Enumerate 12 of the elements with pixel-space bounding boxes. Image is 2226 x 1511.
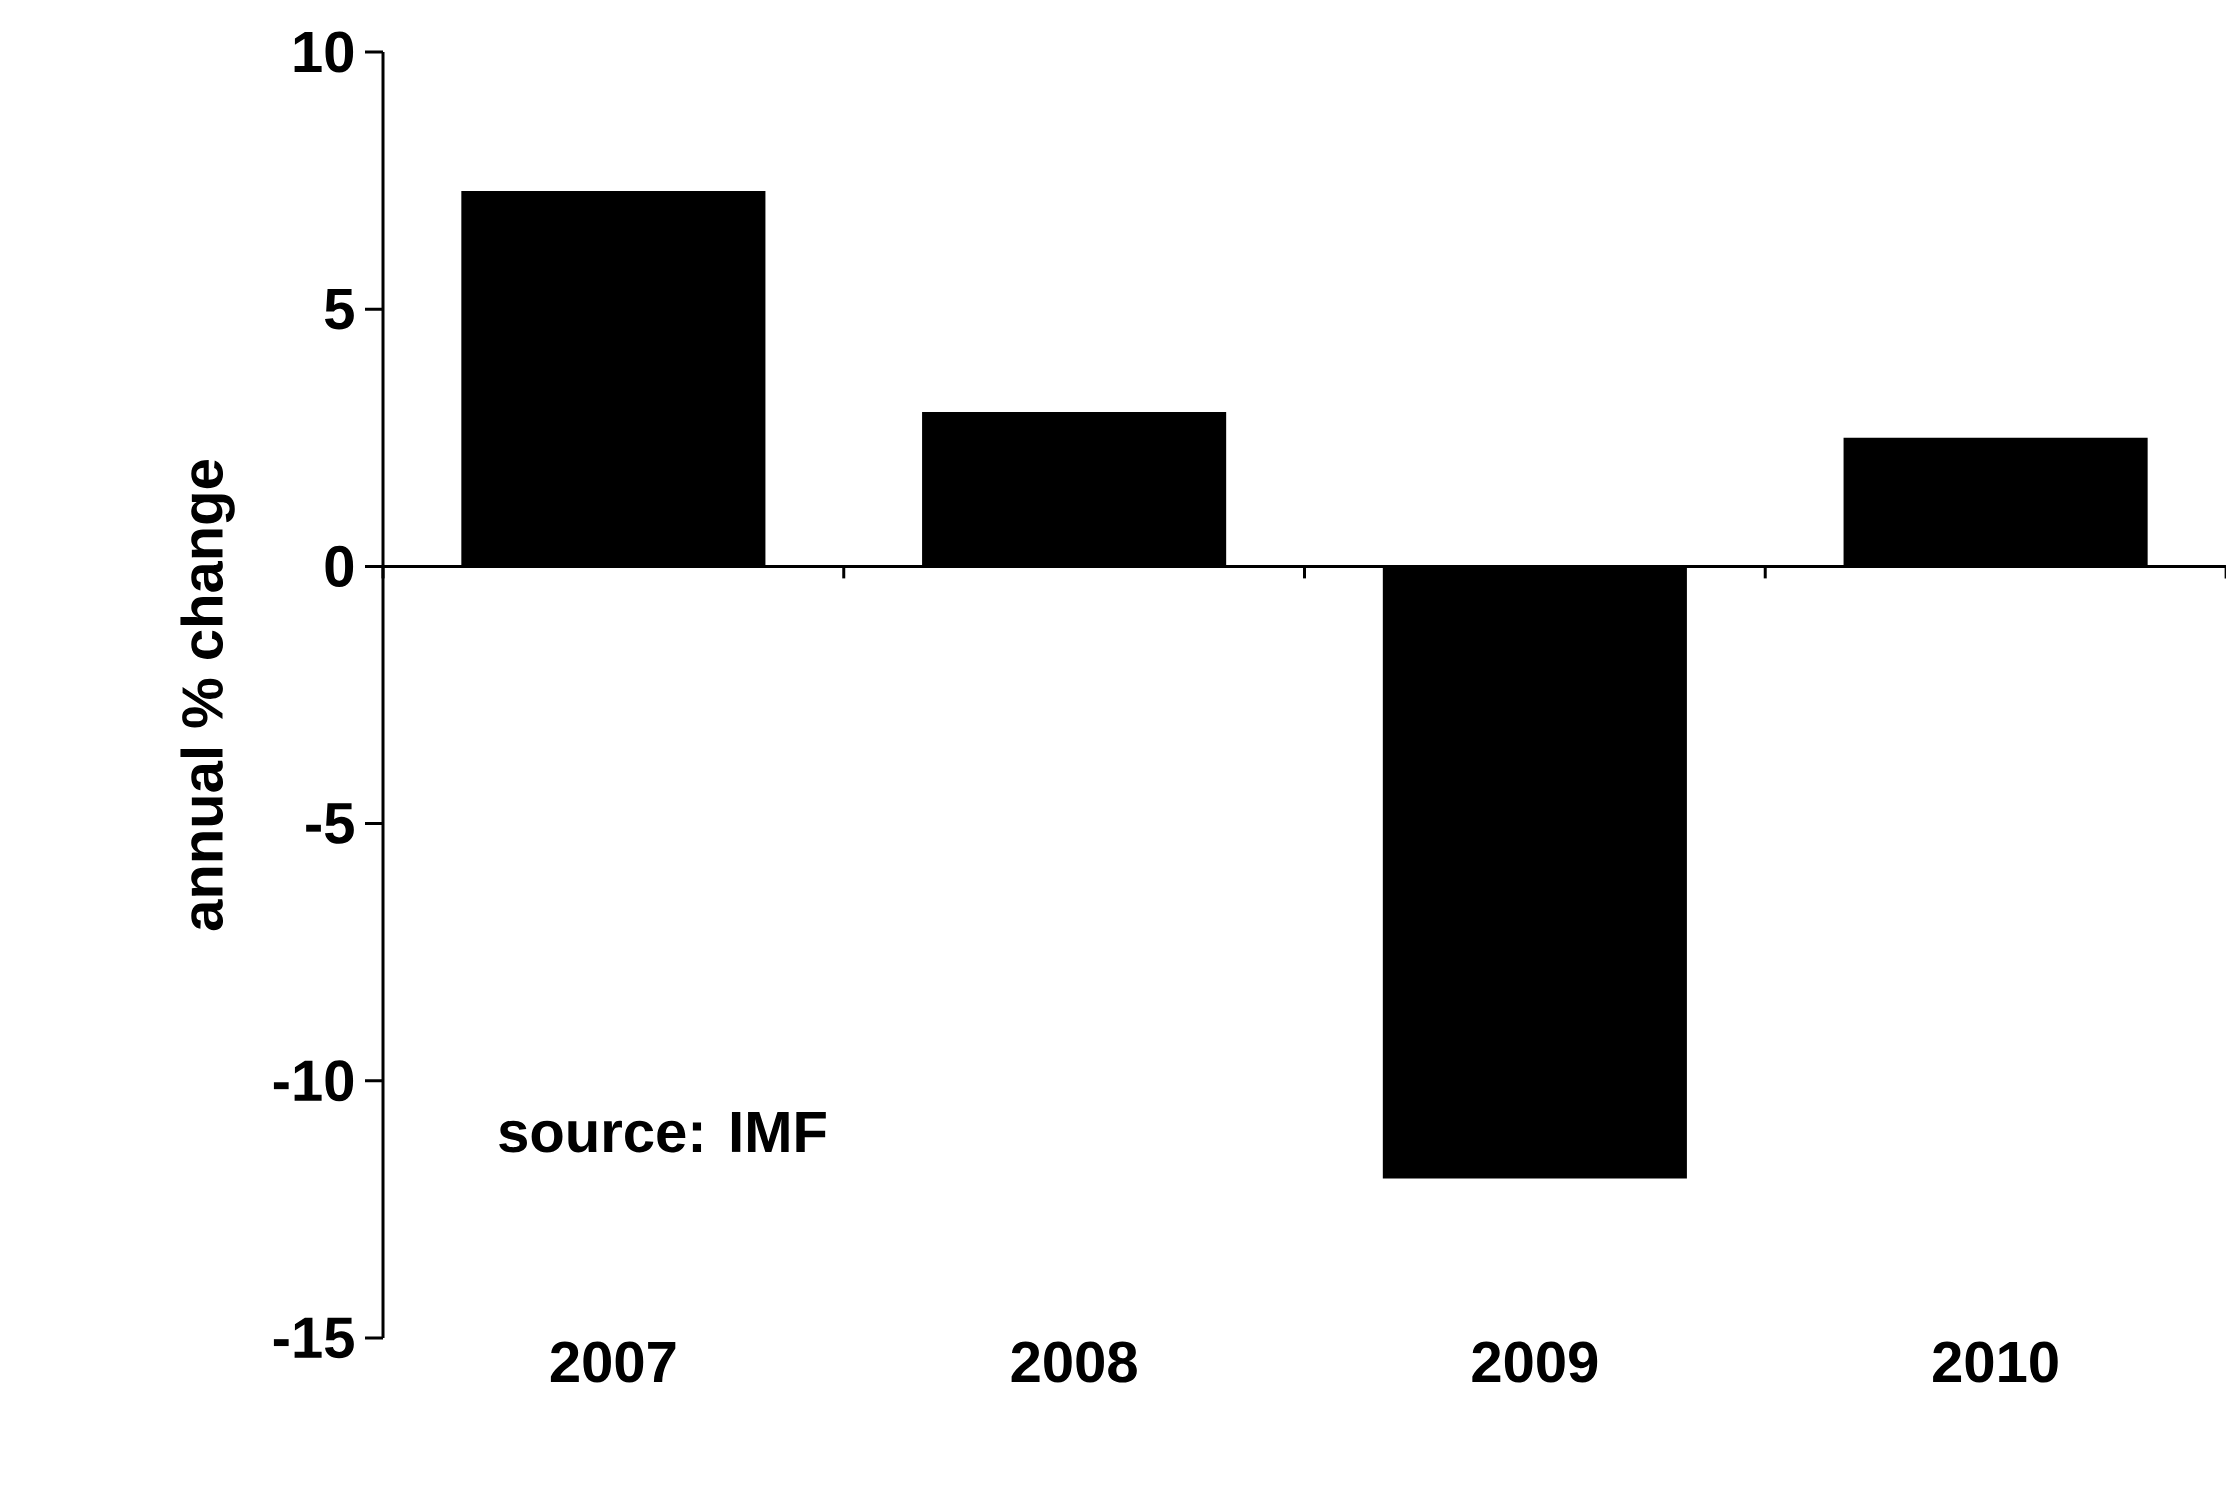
x-tick-label: 2009	[1472, 1341, 1598, 1383]
x-tick-label: 2008	[1011, 1341, 1137, 1383]
y-tick-label: 0	[325, 545, 354, 587]
y-tick-label: -10	[273, 1060, 354, 1102]
annotation: source: IMF	[499, 1111, 826, 1153]
y-tick-label: -5	[306, 803, 354, 844]
y-axis-title: annual % change	[180, 460, 235, 931]
x-tick-label: 2007	[550, 1341, 676, 1383]
y-tick-label: -15	[273, 1317, 354, 1359]
y-tick-label: 10	[294, 31, 354, 73]
y-tick-label: 5	[325, 288, 354, 330]
x-tick-label: 2010	[1933, 1341, 2058, 1383]
